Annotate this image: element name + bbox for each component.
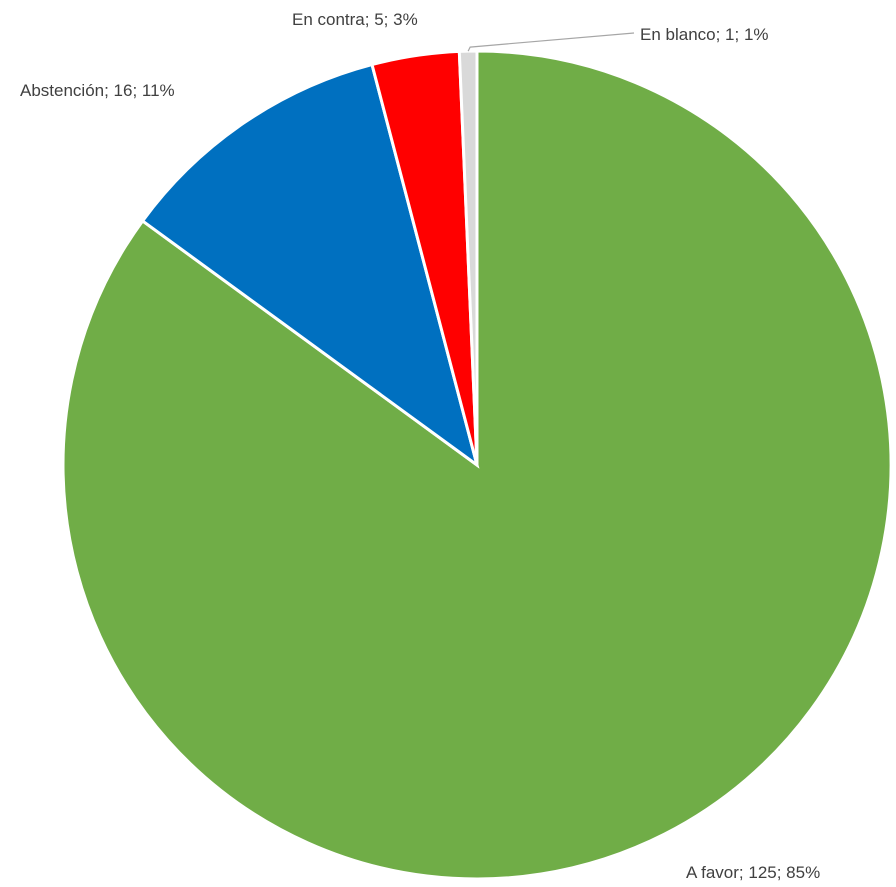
data-labels: A favor; 125; 85% Abstención; 16; 11% En c… — [20, 10, 820, 882]
data-label-en-contra: En contra; 5; 3% — [292, 10, 418, 29]
leader-lines — [467, 32, 635, 52]
pie-slice-en-blanco — [457, 49, 479, 466]
pie-slices — [61, 49, 893, 881]
data-label-en-blanco: En blanco; 1; 1% — [640, 25, 769, 44]
pie-slice-abstencion — [140, 62, 480, 469]
leader-line-en-blanco — [467, 32, 635, 52]
data-label-a-favor: A favor; 125; 85% — [686, 863, 820, 882]
data-label-abstencion: Abstención; 16; 11% — [20, 81, 175, 100]
